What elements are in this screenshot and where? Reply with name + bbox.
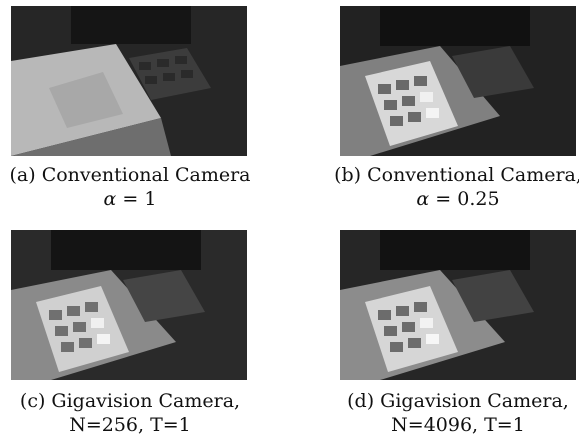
caption-c-line2: N=256, T=1 — [69, 414, 191, 436]
caption-b-line1: (b) Conventional Camera, — [334, 164, 579, 186]
photo-conventional-alpha-025 — [340, 6, 576, 156]
caption-a-value: = 1 — [116, 188, 157, 210]
caption-b: (b) Conventional Camera, α = 0.25 — [313, 163, 579, 211]
caption-a-line1: (a) Conventional Camera — [9, 164, 251, 186]
caption-c-line1: (c) Gigavision Camera, — [19, 390, 241, 412]
photo-conventional-alpha-1 — [11, 6, 247, 156]
caption-a-symbol: α — [103, 188, 117, 210]
photo-gigavision-n256 — [11, 230, 247, 380]
caption-d-line1: (d) Gigavision Camera, — [347, 390, 569, 412]
caption-d: (d) Gigavision Camera, N=4096, T=1 — [313, 389, 579, 437]
caption-a: (a) Conventional Camera α = 1 — [0, 163, 275, 211]
caption-a-line2: α = 1 — [0, 187, 275, 211]
caption-b-value: = 0.25 — [429, 188, 500, 210]
photo-gigavision-n4096 — [340, 230, 576, 380]
caption-b-line2: α = 0.25 — [313, 187, 579, 211]
caption-c: (c) Gigavision Camera, N=256, T=1 — [0, 389, 275, 437]
caption-b-symbol: α — [416, 188, 430, 210]
caption-d-line2: N=4096, T=1 — [391, 414, 525, 436]
